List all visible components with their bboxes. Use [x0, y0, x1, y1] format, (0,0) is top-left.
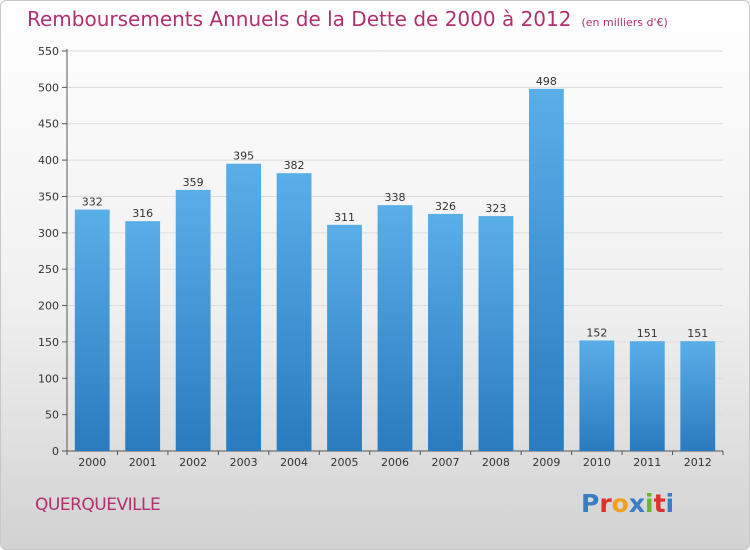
- chart-title-text: Remboursements Annuels de la Dette de 20…: [27, 7, 572, 31]
- logo-letter: P: [581, 489, 600, 518]
- bar: [175, 189, 211, 451]
- data-label: 332: [82, 196, 103, 209]
- bar: [226, 163, 262, 451]
- data-label: 382: [284, 159, 305, 172]
- x-tick-label: 2007: [431, 456, 459, 469]
- data-label: 151: [687, 327, 708, 340]
- chart-title: Remboursements Annuels de la Dette de 20…: [27, 7, 668, 31]
- x-tick-label: 2005: [331, 456, 359, 469]
- x-tick-label: 2008: [482, 456, 510, 469]
- logo-letter: r: [599, 489, 612, 518]
- bar: [629, 341, 665, 451]
- y-tick-label: 50: [45, 409, 59, 422]
- chart-subtitle: (en milliers d'€): [581, 16, 668, 29]
- data-label: 316: [132, 207, 153, 220]
- commune-name: QUERQUEVILLE: [35, 495, 161, 515]
- bar: [327, 224, 362, 451]
- data-label: 151: [637, 327, 658, 340]
- logo-letter: i: [665, 489, 675, 518]
- bar: [428, 213, 463, 451]
- bar: [528, 88, 564, 452]
- y-tick-label: 300: [38, 227, 59, 240]
- bar: [125, 221, 161, 451]
- y-tick-label: 550: [38, 45, 59, 58]
- data-label: 338: [385, 191, 406, 204]
- bars: [74, 88, 716, 452]
- y-tick-label: 250: [38, 263, 59, 276]
- y-tick-label: 400: [38, 154, 59, 167]
- x-tick-label: 2010: [583, 456, 611, 469]
- logo-letter: t: [653, 489, 666, 518]
- y-tick-label: 150: [38, 336, 59, 349]
- data-label: 311: [334, 211, 355, 224]
- x-tick-label: 2011: [633, 456, 661, 469]
- y-tick-label: 350: [38, 190, 59, 203]
- data-label: 359: [183, 176, 204, 189]
- x-tick-label: 2000: [78, 456, 106, 469]
- x-tick-label: 2012: [684, 456, 712, 469]
- data-label: 498: [536, 75, 557, 88]
- y-tick-label: 0: [52, 445, 59, 458]
- x-tick-label: 2006: [381, 456, 409, 469]
- logo-letter: i: [645, 489, 654, 518]
- y-tick-label: 200: [38, 300, 59, 313]
- y-tick-label: 450: [38, 118, 59, 131]
- x-tick-label: 2001: [129, 456, 157, 469]
- y-tick-label: 500: [38, 81, 59, 94]
- y-tick-label: 100: [38, 372, 59, 385]
- logo-letter: x: [628, 489, 645, 518]
- logo-letter: o: [611, 489, 629, 518]
- data-label: 152: [586, 326, 607, 339]
- labels: 0 50 100 150 200 250 300 350 400 450 500 550 332 2000…: [38, 45, 712, 469]
- x-tick-label: 2004: [280, 456, 308, 469]
- bar: [276, 173, 312, 451]
- x-tick-label: 2003: [230, 456, 258, 469]
- bar: [579, 340, 615, 451]
- proxiti-logo: Proxiti: [581, 489, 674, 518]
- x-tick-label: 2009: [532, 456, 560, 469]
- bar: [377, 205, 413, 451]
- bar: [74, 209, 110, 451]
- data-label: 395: [233, 150, 254, 163]
- bar: [478, 216, 514, 451]
- data-label: 323: [485, 202, 506, 215]
- data-label: 326: [435, 200, 456, 213]
- x-tick-label: 2002: [179, 456, 207, 469]
- bar: [680, 341, 716, 451]
